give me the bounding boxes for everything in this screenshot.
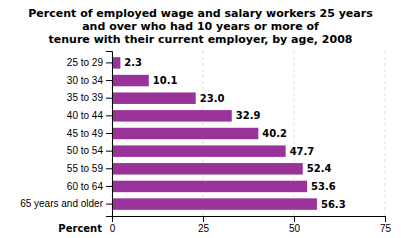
- bar: [112, 181, 307, 192]
- y-tick-label: 25 to 29: [67, 57, 104, 68]
- bars: [112, 57, 317, 210]
- y-tick: 50 to 54: [67, 145, 112, 156]
- title-line: Percent of employed wage and salary work…: [28, 7, 373, 20]
- data-label: 52.4: [307, 163, 332, 174]
- y-tick-label: 55 to 59: [67, 163, 104, 174]
- data-label: 56.3: [321, 199, 346, 210]
- y-tick-label: 40 to 44: [67, 110, 104, 121]
- bar: [112, 163, 303, 174]
- y-tick: 35 to 39: [67, 92, 112, 103]
- x-tick: 0: [110, 216, 116, 234]
- x-axis-line: [113, 217, 386, 223]
- data-label: 2.3: [124, 57, 142, 68]
- y-tick-mark: [106, 133, 112, 134]
- bar: [112, 57, 120, 68]
- y-tick-label: 65 years and older: [20, 198, 104, 209]
- data-label: 47.7: [290, 146, 315, 157]
- y-tick: 60 to 64: [67, 181, 112, 192]
- bar: [112, 145, 286, 156]
- y-tick-label: 50 to 54: [67, 145, 104, 156]
- x-tick-label: 50: [289, 223, 301, 234]
- y-tick-mark: [106, 168, 112, 169]
- y-tick-mark: [106, 151, 112, 152]
- y-tick: 55 to 59: [67, 163, 112, 174]
- bar: [112, 75, 149, 86]
- y-tick-mark: [106, 98, 112, 99]
- x-tick: 75: [380, 216, 392, 234]
- y-tick: 45 to 49: [67, 128, 112, 139]
- x-tick-mark: [385, 216, 386, 222]
- title-line: and over who had 10 years or more of: [82, 20, 319, 33]
- y-axis-line: [106, 52, 113, 217]
- y-axis: 25 to 29 30 to 34 35 to 39 40 to 44 45 to 49…: [20, 52, 112, 217]
- grid: [112, 51, 385, 216]
- y-tick: 30 to 34: [67, 75, 112, 86]
- y-tick-mark: [106, 204, 112, 205]
- x-axis: 0 25 50 75: [110, 216, 392, 234]
- x-tick-mark: [294, 216, 295, 222]
- x-tick-label: 25: [198, 223, 210, 234]
- bar: [112, 128, 258, 139]
- y-tick-label: 60 to 64: [67, 181, 104, 192]
- data-label: 40.2: [262, 128, 287, 139]
- y-tick-mark: [106, 80, 112, 81]
- chart: Percent of employed wage and salary work…: [0, 0, 401, 238]
- x-axis-title: Percent: [58, 223, 102, 234]
- y-tick: 40 to 44: [67, 110, 112, 121]
- y-tick-mark: [106, 186, 112, 187]
- plot: 2.3 10.1 23.0 32.940.247.7 52.4 53.6 56.3 0 25 50…: [20, 51, 391, 234]
- x-tick-label: 0: [110, 223, 116, 234]
- y-tick-mark: [106, 62, 112, 63]
- data-label: 10.1: [153, 75, 178, 86]
- y-tick-label: 30 to 34: [67, 75, 104, 86]
- y-tick: 65 years and older: [20, 198, 112, 209]
- x-tick-label: 75: [380, 223, 392, 234]
- bar: [112, 110, 232, 121]
- x-tick: 50: [289, 216, 301, 234]
- bar: [112, 92, 196, 103]
- title: Percent of employed wage and salary work…: [28, 7, 373, 46]
- data-label: 23.0: [200, 93, 225, 104]
- y-tick: 25 to 29: [67, 57, 112, 68]
- x-tick-mark: [203, 216, 204, 222]
- bar: [112, 198, 317, 209]
- x-tick: 25: [198, 216, 210, 234]
- y-tick-label: 45 to 49: [67, 128, 104, 139]
- grid-line: [385, 51, 386, 216]
- title-line: tenure with their current employer, by a…: [49, 33, 353, 46]
- y-tick-mark: [106, 115, 112, 116]
- data-label: 53.6: [311, 181, 336, 192]
- data-label: 32.9: [236, 110, 261, 121]
- y-tick-label: 35 to 39: [67, 92, 104, 103]
- data-labels: 2.3 10.1 23.0 32.940.247.7 52.4 53.6 56.3: [124, 57, 345, 209]
